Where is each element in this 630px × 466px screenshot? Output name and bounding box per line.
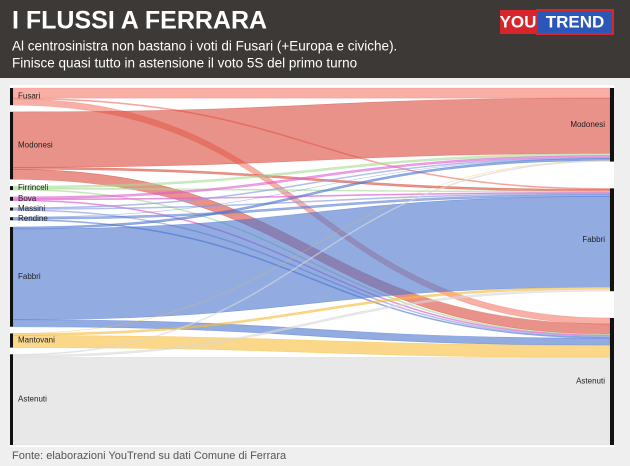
- source-label: Astenuti: [18, 395, 47, 404]
- source-label: Massini: [18, 204, 45, 213]
- flow: [12, 87, 611, 99]
- target-label: Astenuti: [576, 377, 605, 386]
- source-label: Rendine: [18, 214, 48, 223]
- logo-box: [536, 9, 614, 35]
- source-node: [10, 207, 13, 211]
- source-node: [10, 111, 13, 180]
- target-node: [610, 88, 614, 162]
- target-label: Modonesi: [570, 120, 605, 129]
- source-note: Fonte: elaborazioni YouTrend su dati Com…: [12, 450, 287, 462]
- logo: TREND: [546, 12, 605, 31]
- source-label: Fabbri: [18, 272, 41, 281]
- source-node: [10, 333, 13, 348]
- source-node: [10, 88, 13, 106]
- subtitle: Finisce quasi tutto in astensione il vot…: [12, 56, 357, 71]
- target-node: [610, 188, 614, 292]
- logo-box: [500, 10, 537, 34]
- source-node: [10, 196, 13, 201]
- sankey: Fusari Modonesi Firrinceli BovaMassiniRendi…: [10, 87, 614, 446]
- source-label: Bova: [18, 194, 37, 203]
- subtitle: Al centrosinistra non bastano i voti di …: [12, 39, 397, 54]
- source-node: [10, 354, 13, 445]
- title: I FLUSSI A FERRARA: [12, 7, 267, 35]
- source-label: Firrinceli: [18, 183, 48, 192]
- flow: [12, 356, 611, 446]
- source-label: Mantovani: [18, 336, 55, 345]
- source-node: [10, 217, 13, 221]
- source-node: [10, 226, 13, 327]
- logo: YOU: [500, 12, 537, 31]
- source-label: Modonesi: [18, 141, 53, 150]
- target-label: Fabbri: [582, 235, 605, 244]
- source-label: Fusari: [18, 92, 40, 101]
- source-node: [10, 186, 13, 191]
- target-node: [610, 317, 614, 445]
